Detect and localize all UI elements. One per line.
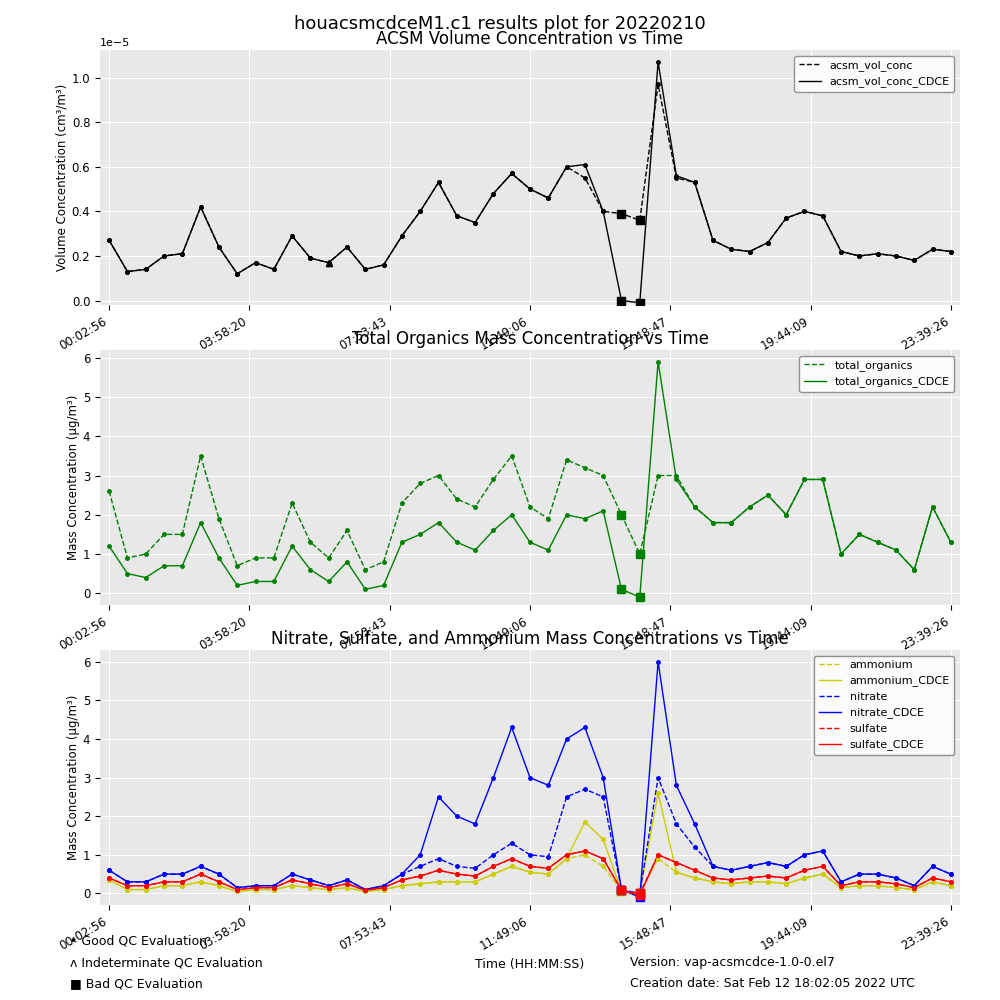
X-axis label: Time (HH:MM:SS): Time (HH:MM:SS) bbox=[475, 958, 585, 971]
X-axis label: Time (HH:MM:SS): Time (HH:MM:SS) bbox=[475, 358, 585, 371]
Text: Creation date: Sat Feb 12 18:02:05 2022 UTC: Creation date: Sat Feb 12 18:02:05 2022 … bbox=[630, 977, 915, 990]
Legend: total_organics, total_organics_CDCE: total_organics, total_organics_CDCE bbox=[799, 356, 954, 392]
Text: Version: vap-acsmcdce-1.0-0.el7: Version: vap-acsmcdce-1.0-0.el7 bbox=[630, 956, 835, 969]
X-axis label: Time (HH:MM:SS): Time (HH:MM:SS) bbox=[475, 658, 585, 671]
Legend: acsm_vol_conc, acsm_vol_conc_CDCE: acsm_vol_conc, acsm_vol_conc_CDCE bbox=[794, 56, 954, 92]
Y-axis label: Mass Concentration (μg/m³): Mass Concentration (μg/m³) bbox=[67, 395, 80, 560]
Title: Nitrate, Sulfate, and Ammonium Mass Concentrations vs Time: Nitrate, Sulfate, and Ammonium Mass Conc… bbox=[271, 630, 789, 648]
Y-axis label: Mass Concentration (μg/m³): Mass Concentration (μg/m³) bbox=[67, 695, 80, 860]
Title: ACSM Volume Concentration vs Time: ACSM Volume Concentration vs Time bbox=[376, 30, 684, 48]
Text: ʌ Indeterminate QC Evaluation: ʌ Indeterminate QC Evaluation bbox=[70, 956, 263, 969]
Title: Total Organics Mass Concentration vs Time: Total Organics Mass Concentration vs Tim… bbox=[352, 330, 708, 348]
Text: ■ Bad QC Evaluation: ■ Bad QC Evaluation bbox=[70, 977, 203, 990]
Text: • Good QC Evaluation: • Good QC Evaluation bbox=[70, 935, 207, 948]
Text: houacsmcdceM1.c1 results plot for 20220210: houacsmcdceM1.c1 results plot for 202202… bbox=[294, 15, 706, 33]
Y-axis label: Volume Concentration (cm³/m³): Volume Concentration (cm³/m³) bbox=[56, 84, 69, 271]
Legend: ammonium, ammonium_CDCE, nitrate, nitrate_CDCE, sulfate, sulfate_CDCE: ammonium, ammonium_CDCE, nitrate, nitrat… bbox=[814, 656, 954, 755]
